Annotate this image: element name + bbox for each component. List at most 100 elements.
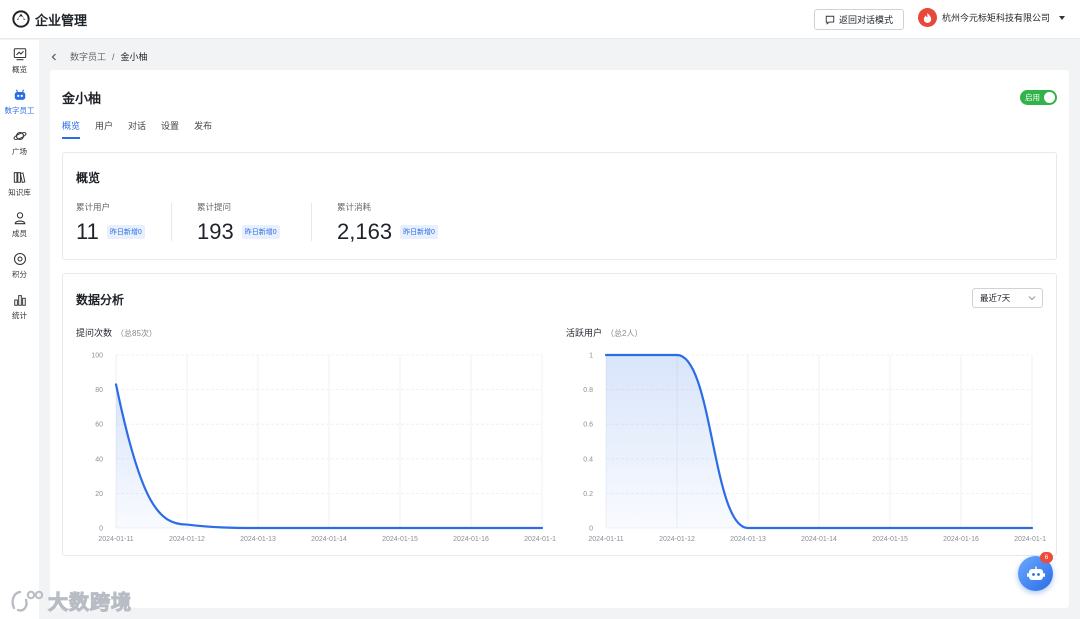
nav-label: 数字员工 <box>4 105 35 115</box>
books-icon <box>13 171 25 183</box>
stat-value: 11 <box>76 219 99 244</box>
chart-subtitle: （总85次） <box>116 329 157 338</box>
stat-badge: 昨日新增0 <box>106 225 145 239</box>
main-card: 金小柚 启用 概览 用户 对话 设置 发布 概览 累计用户 11 昨日新增0 累… <box>50 70 1069 608</box>
stat-divider <box>311 203 312 241</box>
x-tick-label: 2024-01-16 <box>943 536 979 543</box>
top-bar: 企业管理 返回对话模式 杭州今元标矩科技有限公司 <box>0 0 1080 39</box>
breadcrumb-separator: / <box>112 51 115 62</box>
tab-overview[interactable]: 概览 <box>62 119 81 139</box>
nav-label: 概览 <box>12 64 27 74</box>
questions-chart: 0 20 40 60 80 100 2024-01-11 2024-01-12 2024-01-… <box>91 353 556 544</box>
stat-total-consumption: 累计消耗 2,163 昨日新增0 <box>337 201 438 245</box>
x-tick-label: 2024-01-13 <box>730 536 766 543</box>
nav-item-statistics[interactable]: 统计 <box>0 286 39 327</box>
nav-item-digital-employee[interactable]: 数字员工 <box>0 81 39 122</box>
y-tick-label: 80 <box>95 387 103 394</box>
nav-item-knowledge-base[interactable]: 知识库 <box>0 163 39 204</box>
y-tick-label: 60 <box>95 422 103 429</box>
notification-badge: 6 <box>1040 552 1053 563</box>
x-tick-label: 2024-01-16 <box>453 536 489 543</box>
date-range-select[interactable]: 最近7天 <box>972 288 1043 308</box>
y-tick-label: 0.6 <box>583 422 593 429</box>
stat-label: 累计提问 <box>197 202 232 212</box>
nav-label: 统计 <box>12 310 27 320</box>
y-tick-label: 20 <box>95 491 103 498</box>
date-range-value: 最近7天 <box>980 293 1011 303</box>
analysis-card: 数据分析 最近7天 提问次数 （总85次） 0 20 40 60 80 100 2024-01… <box>62 273 1057 556</box>
chevron-down-icon <box>1028 296 1036 301</box>
nav-item-points[interactable]: 积分 <box>0 245 39 286</box>
chart-title: 提问次数 <box>76 328 113 338</box>
tab-bar: 概览 用户 对话 设置 发布 <box>62 119 212 139</box>
company-logo-icon <box>918 8 937 27</box>
company-switcher[interactable]: 杭州今元标矩科技有限公司 <box>918 8 1066 27</box>
nav-label: 成员 <box>12 228 27 238</box>
x-tick-label: 2024-01-17 <box>1014 536 1046 543</box>
y-tick-label: 1 <box>589 353 593 360</box>
tab-conversations[interactable]: 对话 <box>128 121 147 131</box>
tab-settings[interactable]: 设置 <box>161 121 180 131</box>
breadcrumb: 数字员工 / 金小柚 <box>50 50 148 63</box>
nav-label: 知识库 <box>8 187 31 197</box>
tab-users[interactable]: 用户 <box>95 121 114 131</box>
x-tick-label: 2024-01-12 <box>169 536 205 543</box>
x-tick-label: 2024-01-12 <box>659 536 695 543</box>
bar-chart-icon <box>13 294 26 306</box>
y-tick-label: 0 <box>99 526 103 533</box>
x-tick-label: 2024-01-15 <box>872 536 908 543</box>
chevron-left-icon[interactable] <box>50 53 58 61</box>
chart-title-questions: 提问次数 （总85次） <box>76 326 157 339</box>
back-to-chat-label: 返回对话模式 <box>839 15 894 25</box>
stat-badge: 昨日新增0 <box>241 225 280 239</box>
overview-title: 概览 <box>76 171 101 185</box>
y-tick-label: 0.2 <box>583 491 593 498</box>
chart-title-active-users: 活跃用户 （总2人） <box>566 326 642 339</box>
tab-publish[interactable]: 发布 <box>194 121 213 131</box>
coin-icon <box>13 252 26 265</box>
stat-total-questions: 累计提问 193 昨日新增0 <box>197 201 280 245</box>
back-to-chat-button[interactable]: 返回对话模式 <box>814 9 905 30</box>
series-line <box>604 353 1034 530</box>
watermark-logo-icon <box>11 590 44 612</box>
nav-label: 积分 <box>12 269 27 279</box>
x-tick-label: 2024-01-11 <box>588 536 623 543</box>
y-tick-label: 0.4 <box>583 456 593 463</box>
robot-icon <box>14 89 25 100</box>
company-name: 杭州今元标矩科技有限公司 <box>942 13 1051 23</box>
enable-toggle[interactable]: 启用 <box>1020 90 1057 105</box>
breadcrumb-parent[interactable]: 数字员工 <box>70 52 107 62</box>
y-tick-label: 0.8 <box>583 387 593 394</box>
nav-item-members[interactable]: 成员 <box>0 204 39 245</box>
user-icon <box>14 211 25 224</box>
x-tick-label: 2024-01-14 <box>311 536 347 543</box>
app-title: 企业管理 <box>35 12 88 28</box>
nav-label: 广场 <box>12 146 27 156</box>
y-tick-label: 0 <box>589 526 593 533</box>
chat-bubble-icon <box>825 15 835 25</box>
watermark-text: 大数跨境 <box>48 592 132 615</box>
x-tick-label: 2024-01-14 <box>801 536 837 543</box>
chart-subtitle: （总2人） <box>606 329 643 338</box>
watermark: 大数跨境 <box>10 586 132 615</box>
analysis-title: 数据分析 <box>76 293 125 307</box>
x-tick-label: 2024-01-15 <box>382 536 418 543</box>
overview-card: 概览 累计用户 11 昨日新增0 累计提问 193 昨日新增0 累计消耗 2,1… <box>62 152 1057 260</box>
nav-item-plaza[interactable]: 广场 <box>0 122 39 163</box>
nav-item-overview[interactable]: 概览 <box>0 40 39 81</box>
series-area <box>606 355 1032 528</box>
x-tick-label: 2024-01-11 <box>98 536 133 543</box>
toggle-label: 启用 <box>1025 93 1040 102</box>
stat-value: 2,163 <box>337 219 393 244</box>
side-nav: 概览 数字员工 广场 知识库 成员 积分 统计 <box>0 40 39 619</box>
stat-label: 累计消耗 <box>337 202 372 212</box>
chart-title: 活跃用户 <box>566 328 603 338</box>
stat-value: 193 <box>197 219 234 244</box>
toggle-knob <box>1044 92 1055 103</box>
brand[interactable]: 企业管理 <box>12 10 87 29</box>
y-tick-label: 40 <box>95 456 103 463</box>
caret-down-icon <box>1059 15 1066 20</box>
stat-divider <box>171 203 172 241</box>
page-title: 金小柚 <box>62 91 102 106</box>
series-area <box>116 384 542 528</box>
